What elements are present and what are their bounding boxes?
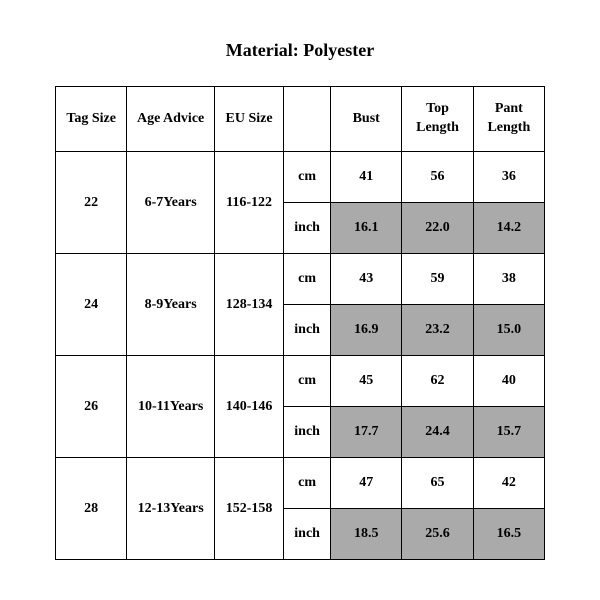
cell-unit-inch: inch [284,305,331,356]
table-row: 28 12-13Years 152-158 cm 47 65 42 [56,458,545,509]
cell-pant-length-inch: 16.5 [473,509,544,560]
cell-top-length-inch: 22.0 [402,203,473,254]
cell-tag-size: 26 [56,356,127,458]
cell-pant-length-cm: 42 [473,458,544,509]
cell-unit-cm: cm [284,254,331,305]
cell-age-advice: 8-9Years [127,254,215,356]
cell-top-length-inch: 25.6 [402,509,473,560]
cell-tag-size: 28 [56,458,127,560]
cell-bust-cm: 47 [331,458,402,509]
table-row: 22 6-7Years 116-122 cm 41 56 36 [56,152,545,203]
table-body: 22 6-7Years 116-122 cm 41 56 36 inch 16.… [56,152,545,560]
cell-bust-inch: 16.1 [331,203,402,254]
cell-unit-inch: inch [284,203,331,254]
cell-age-advice: 10-11Years [127,356,215,458]
header-eu-size: EU Size [214,87,283,152]
cell-pant-length-cm: 36 [473,152,544,203]
header-tag-size: Tag Size [56,87,127,152]
cell-age-advice: 12-13Years [127,458,215,560]
cell-pant-length-cm: 40 [473,356,544,407]
cell-age-advice: 6-7Years [127,152,215,254]
header-pant-length: PantLength [473,87,544,152]
cell-top-length-cm: 59 [402,254,473,305]
cell-unit-cm: cm [284,152,331,203]
header-unit-blank [284,87,331,152]
cell-tag-size: 24 [56,254,127,356]
size-table: Tag Size Age Advice EU Size Bust TopLeng… [55,86,545,560]
cell-unit-inch: inch [284,407,331,458]
table-header-row: Tag Size Age Advice EU Size Bust TopLeng… [56,87,545,152]
cell-bust-inch: 17.7 [331,407,402,458]
cell-bust-cm: 43 [331,254,402,305]
cell-eu-size: 140-146 [214,356,283,458]
cell-bust-cm: 45 [331,356,402,407]
cell-unit-cm: cm [284,356,331,407]
page-title: Material: Polyester [55,0,545,86]
cell-pant-length-cm: 38 [473,254,544,305]
cell-tag-size: 22 [56,152,127,254]
cell-bust-inch: 16.9 [331,305,402,356]
cell-unit-inch: inch [284,509,331,560]
cell-pant-length-inch: 15.7 [473,407,544,458]
header-bust: Bust [331,87,402,152]
cell-top-length-cm: 62 [402,356,473,407]
cell-bust-inch: 18.5 [331,509,402,560]
cell-top-length-inch: 24.4 [402,407,473,458]
cell-unit-cm: cm [284,458,331,509]
cell-eu-size: 116-122 [214,152,283,254]
cell-eu-size: 152-158 [214,458,283,560]
cell-eu-size: 128-134 [214,254,283,356]
page: Material: Polyester Tag Size Age Advice … [0,0,600,600]
cell-pant-length-inch: 14.2 [473,203,544,254]
header-age-advice: Age Advice [127,87,215,152]
table-row: 24 8-9Years 128-134 cm 43 59 38 [56,254,545,305]
cell-bust-cm: 41 [331,152,402,203]
cell-top-length-cm: 56 [402,152,473,203]
header-top-length: TopLength [402,87,473,152]
cell-pant-length-inch: 15.0 [473,305,544,356]
cell-top-length-cm: 65 [402,458,473,509]
cell-top-length-inch: 23.2 [402,305,473,356]
table-row: 26 10-11Years 140-146 cm 45 62 40 [56,356,545,407]
table-header: Tag Size Age Advice EU Size Bust TopLeng… [56,87,545,152]
